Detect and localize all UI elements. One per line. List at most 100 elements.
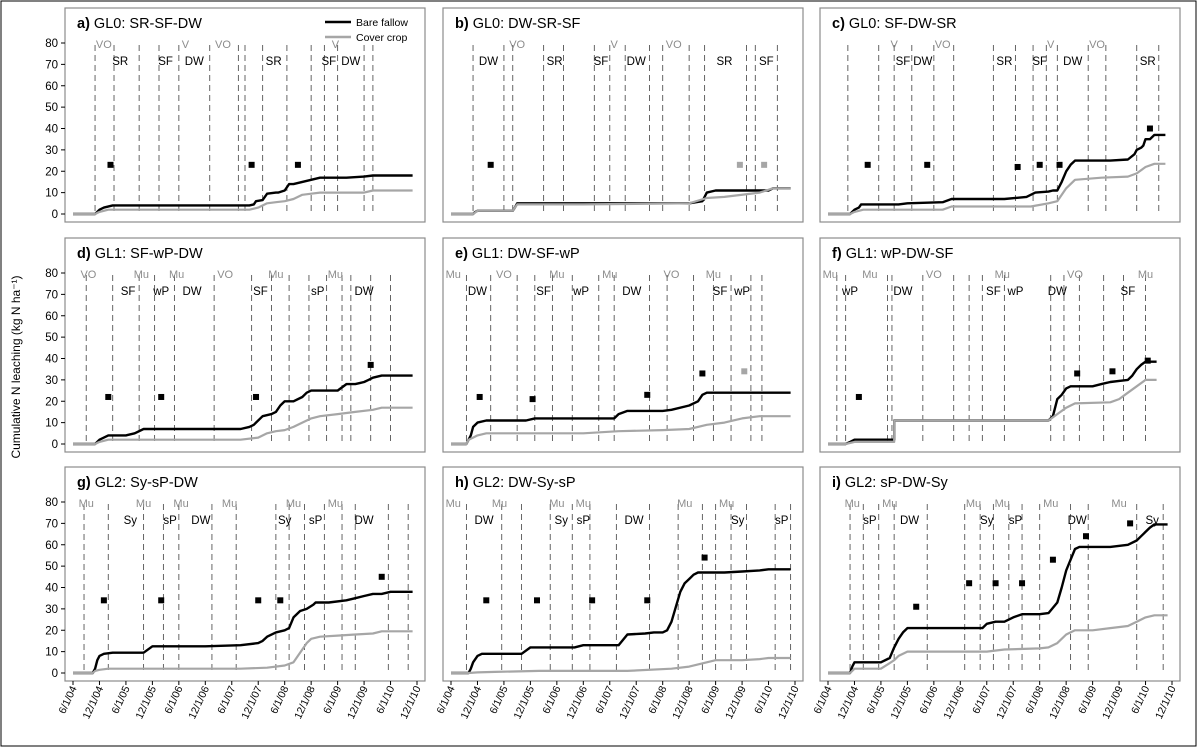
y-tick-label: 10 [45,188,58,200]
crop-label: SR [112,56,128,68]
panel-title: d) GL1: SF-wP-DW [77,246,203,262]
crop-label: DW [1048,286,1067,298]
panel-title: i) GL2: sP-DW-Sy [832,475,948,491]
y-tick-label: 80 [45,497,58,509]
significance-marker [1049,556,1056,563]
significance-marker [992,580,999,587]
panel-frame [819,7,1181,223]
y-tick-label: 40 [45,124,58,136]
operation-label: V [182,39,190,51]
crop-label: sP [311,286,325,298]
crop-label: SR [716,56,732,68]
y-tick-label: 0 [52,439,58,451]
significance-marker [701,554,708,561]
crop-label: DW [341,56,360,68]
series-line-cover-crop [451,187,791,216]
crop-label: SF [121,286,136,298]
crop-label: SF [536,286,551,298]
significance-marker [864,161,871,168]
operation-label: VO [217,269,233,281]
significance-marker [255,597,262,604]
crop-label: Sy [731,515,745,527]
significance-marker [761,161,768,168]
significance-marker [158,597,165,604]
operation-label: Mu [169,269,184,281]
series-line-cover-crop [828,378,1157,446]
series-line-bare-fallow [451,568,791,675]
significance-marker [924,161,931,168]
crop-label: DW [622,286,641,298]
significance-marker [158,393,165,400]
significance-marker [741,368,748,375]
crop-label: SF [759,56,774,68]
series-line-bare-fallow [828,523,1168,675]
operation-label: Mu [882,498,897,510]
series-line-bare-fallow [828,133,1166,216]
operation-label: Mu [823,269,838,281]
crop-label: DW [893,286,912,298]
crop-label: SF [1032,56,1047,68]
crop-label: Sy [980,515,994,527]
y-tick-label: 30 [45,604,58,616]
crop-label: SF [253,286,268,298]
crop-label: wP [1006,286,1023,298]
series-line-cover-crop [451,415,791,446]
significance-marker [699,370,706,377]
crop-label: sP [863,515,877,527]
operation-label: Mu [1111,498,1126,510]
operation-label: Mu [268,269,283,281]
crop-label: DW [624,515,643,527]
series-line-cover-crop [73,189,413,216]
significance-marker [1146,125,1153,132]
crop-label: DW [1063,56,1082,68]
operation-label: Mu [602,269,617,281]
significance-marker [644,391,651,398]
crop-label: DW [354,515,373,527]
y-tick-label: 80 [45,268,58,280]
y-tick-label: 20 [45,166,58,178]
operation-label: V [611,39,619,51]
series-line-bare-fallow [73,174,413,216]
panel-frame [64,466,426,682]
operation-label: VO [926,269,942,281]
crop-label: DW [354,286,373,298]
crop-label: DW [185,56,204,68]
panel-frame [819,237,1181,453]
crop-label: SF [713,286,728,298]
panel-frame [442,237,804,453]
panel-frame [64,237,426,453]
crop-label: DW [191,515,210,527]
y-tick-label: 30 [45,375,58,387]
significance-marker [483,597,490,604]
crop-label: SF [321,56,336,68]
series-line-cover-crop [828,614,1168,675]
operation-label: Mu [446,498,461,510]
operation-label: Mu [995,269,1010,281]
significance-marker [736,161,743,168]
y-tick-label: 60 [45,540,58,552]
significance-marker [966,580,973,587]
y-tick-label: 50 [45,561,58,573]
series-line-bare-fallow [828,360,1157,446]
crop-label: wP [733,286,750,298]
crop-label: DW [182,286,201,298]
operation-label: Mu [995,498,1010,510]
series-line-bare-fallow [73,590,413,675]
crop-label: sP [775,515,789,527]
crop-label: DW [474,515,493,527]
crop-label: sP [309,515,323,527]
significance-marker [277,597,284,604]
series-line-cover-crop [73,630,413,675]
significance-marker [1109,368,1116,375]
operation-label: Mu [576,498,591,510]
crop-label: DW [913,56,932,68]
significance-marker [487,161,494,168]
operation-label: Mu [677,498,692,510]
operation-label: Mu [1043,498,1058,510]
operation-label: V [1047,39,1055,51]
operation-label: Mu [706,269,721,281]
significance-marker [294,161,301,168]
operation-label: VO [1067,269,1083,281]
crop-label: SF [896,56,911,68]
